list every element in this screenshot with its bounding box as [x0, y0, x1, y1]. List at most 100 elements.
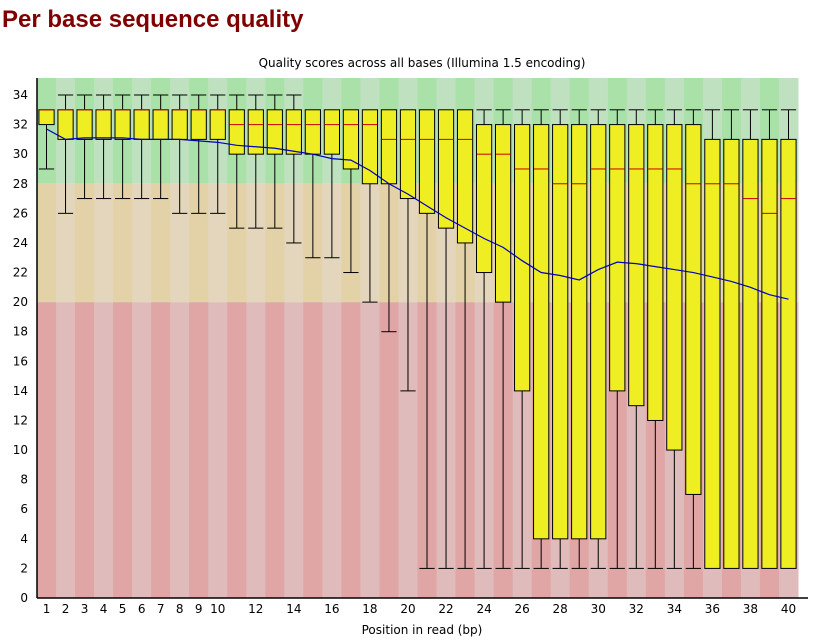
- band-poor-cell: [284, 302, 304, 598]
- x-tick-label: 1: [43, 602, 51, 616]
- band-poor-cell: [341, 302, 361, 598]
- box-position-36: [704, 138, 721, 569]
- y-tick-label: 20: [13, 295, 28, 309]
- box-position-30: [590, 124, 607, 540]
- box-position-13: [266, 109, 283, 155]
- x-tick-label: 12: [248, 602, 263, 616]
- band-poor-cell: [94, 302, 114, 598]
- band-poor-cell: [246, 302, 266, 598]
- x-tick-label: 16: [324, 602, 339, 616]
- box-position-16: [323, 109, 340, 155]
- y-tick-label: 18: [13, 325, 28, 339]
- y-tick-label: 24: [13, 236, 28, 250]
- box-position-9: [190, 109, 207, 140]
- x-tick-label: 14: [286, 602, 301, 616]
- x-tick-labels: 1 2 3 4 5 6 7 8 9 10 12 14 16 18 20 22 24 26 28 30 32 34 36 38 4…: [43, 602, 796, 616]
- band-reasonable-cell: [75, 183, 95, 303]
- x-tick-label: 28: [553, 602, 568, 616]
- band-reasonable-cell: [227, 183, 247, 303]
- x-tick-label: 32: [629, 602, 644, 616]
- band-poor-cell: [132, 302, 152, 598]
- box-position-8: [171, 109, 188, 140]
- box-position-15: [304, 109, 321, 155]
- box-position-18: [361, 109, 379, 185]
- x-tick-label: 30: [591, 602, 606, 616]
- y-tick-label: 2: [20, 561, 28, 575]
- x-tick-label: 22: [438, 602, 453, 616]
- y-tick-label: 32: [13, 118, 28, 132]
- whiskers: [38, 94, 797, 569]
- box-position-12: [247, 109, 264, 155]
- box-position-40: [780, 138, 797, 569]
- page-title: Per base sequence quality: [2, 6, 304, 33]
- box-position-7: [152, 109, 169, 140]
- x-tick-label: 3: [81, 602, 89, 616]
- box-position-39: [761, 138, 778, 569]
- band-poor-cell: [265, 302, 285, 598]
- band-poor-cell: [75, 302, 95, 598]
- boxes: [38, 109, 797, 569]
- y-tick-label: 22: [13, 266, 28, 280]
- y-tick-label: 30: [13, 147, 28, 161]
- band-reasonable-cell: [265, 183, 285, 303]
- x-tick-label: 10: [210, 602, 225, 616]
- y-tick-label: 0: [20, 591, 28, 605]
- box-position-29: [571, 124, 588, 540]
- box-position-26: [514, 124, 531, 392]
- box-position-28: [552, 124, 569, 540]
- band-reasonable-cell: [132, 183, 152, 303]
- box-position-10: [209, 109, 226, 140]
- x-tick-label: 2: [62, 602, 70, 616]
- band-poor-cell: [113, 302, 133, 598]
- box-position-3: [76, 109, 93, 140]
- band-reasonable-cell: [151, 183, 171, 303]
- band-reasonable-cell: [113, 183, 133, 303]
- x-tick-label: 40: [781, 602, 796, 616]
- y-tick-label: 16: [13, 354, 28, 368]
- box-position-23: [456, 109, 474, 244]
- box-position-5: [114, 109, 131, 140]
- box-position-31: [609, 124, 626, 392]
- x-tick-label: 24: [476, 602, 491, 616]
- box-position-25: [495, 124, 512, 303]
- box-position-6: [133, 109, 150, 140]
- band-reasonable-cell: [94, 183, 114, 303]
- x-tick-label: 6: [138, 602, 146, 616]
- band-poor-cell: [360, 302, 380, 598]
- band-poor-cell: [151, 302, 171, 598]
- x-tick-label: 26: [514, 602, 529, 616]
- box-position-27: [533, 124, 550, 540]
- y-tick-label: 8: [20, 473, 28, 487]
- band-poor-cell: [189, 302, 209, 598]
- y-tick-label: 26: [13, 206, 28, 220]
- band-poor-cell: [227, 302, 247, 598]
- x-tick-label: 34: [667, 602, 682, 616]
- box-position-2: [57, 109, 74, 140]
- box-position-21: [418, 109, 436, 214]
- band-poor-cell: [303, 302, 323, 598]
- y-tick-label: 4: [20, 532, 28, 546]
- band-poor-cell: [379, 302, 399, 598]
- box-position-4: [95, 109, 112, 140]
- band-reasonable-cell: [246, 183, 266, 303]
- band-poor-cell: [56, 302, 76, 598]
- box-position-20: [399, 109, 417, 200]
- y-tick-label: 6: [20, 502, 28, 516]
- band-poor-cell: [37, 302, 57, 598]
- x-tick-label: 5: [119, 602, 127, 616]
- x-tick-label: 4: [100, 602, 108, 616]
- band-reasonable-cell: [37, 183, 57, 303]
- band-poor-cell: [208, 302, 228, 598]
- band-poor-cell: [170, 302, 190, 598]
- chart-title: Quality scores across all bases (Illumin…: [259, 56, 586, 70]
- y-tick-label: 14: [13, 384, 28, 398]
- y-tick-label: 34: [13, 88, 28, 102]
- mean-line: [46, 128, 789, 300]
- y-tick-label: 28: [13, 177, 28, 191]
- axes: [36, 78, 808, 599]
- box-position-38: [742, 138, 759, 569]
- box-position-1: [38, 109, 55, 126]
- x-tick-label: 38: [743, 602, 758, 616]
- medians: [39, 109, 796, 214]
